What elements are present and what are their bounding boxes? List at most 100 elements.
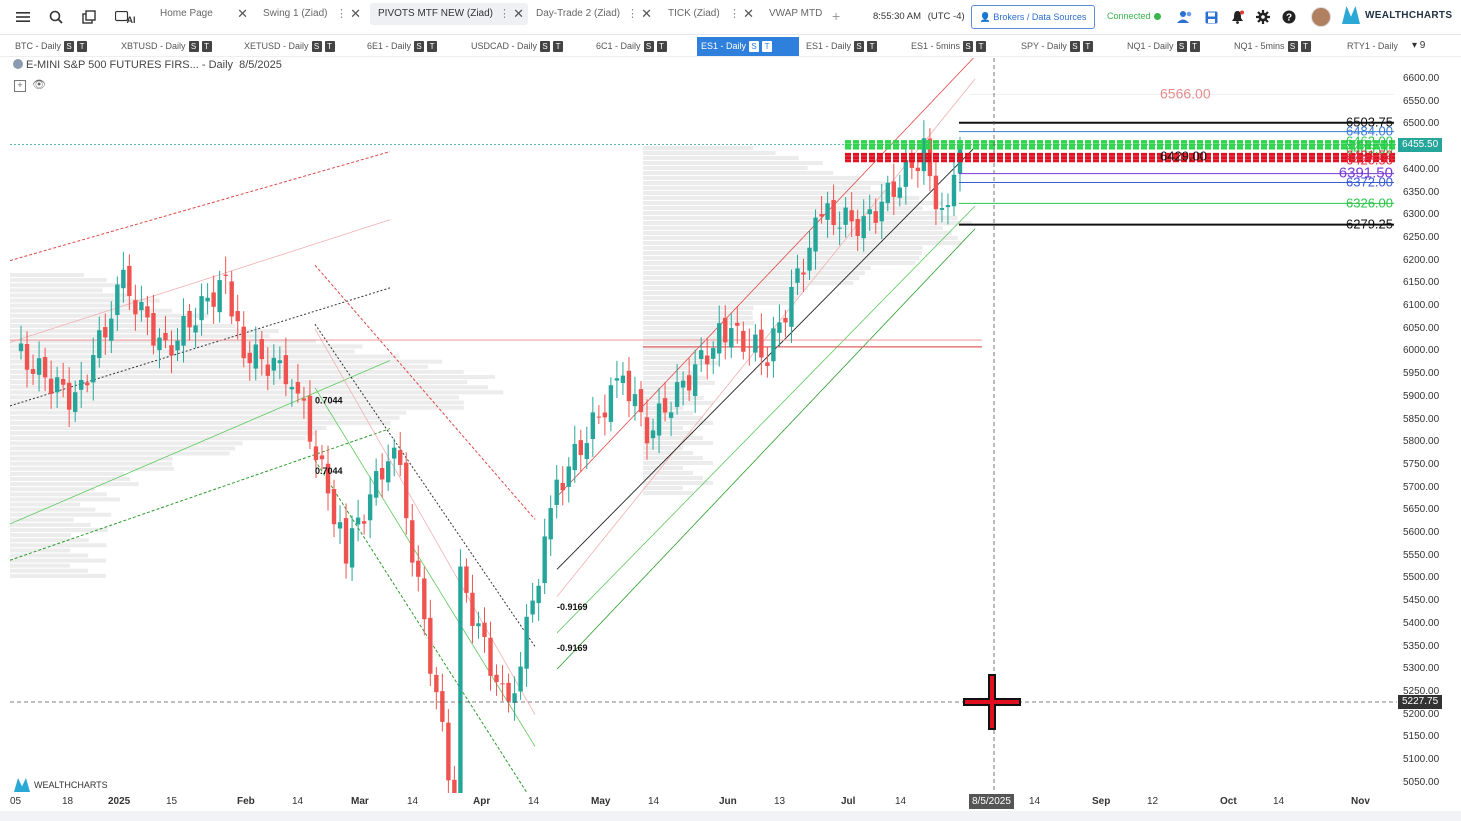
more-options-icon[interactable]: ⋮ [336, 8, 347, 20]
brokers-data-sources-button[interactable]: 👤 Brokers / Data Sources [971, 5, 1095, 29]
t-badge[interactable]: T [427, 41, 438, 53]
t-badge[interactable]: T [1189, 41, 1200, 53]
t-badge[interactable]: T [553, 41, 564, 53]
candle-body [289, 387, 295, 390]
trend-line [556, 58, 974, 497]
volume-profile-bar [10, 303, 138, 308]
volume-profile-bar [10, 497, 120, 502]
s-badge[interactable]: S [64, 41, 75, 53]
tab-swing-1[interactable]: Swing 1 (Ziad) ⋮ ✕ [255, 3, 365, 25]
settings-gear-icon[interactable] [1253, 7, 1273, 27]
ai-assistant-button[interactable]: AI [112, 7, 138, 27]
t-badge[interactable]: T [77, 41, 88, 53]
symbol-tab-btc-daily[interactable]: BTC - Daily S T [11, 37, 88, 56]
more-options-icon[interactable]: ⋮ [627, 8, 638, 20]
expand-icon[interactable]: + [14, 80, 26, 92]
tab-tick[interactable]: TICK (Ziad) ⋮ ✕ [660, 3, 758, 25]
candle-body [72, 392, 78, 412]
time-tick-label: 14 [292, 796, 304, 807]
user-avatar[interactable] [1311, 7, 1331, 27]
t-badge[interactable]: T [201, 41, 212, 53]
s-badge[interactable]: S [643, 41, 654, 53]
price-tick-label: 5100.00 [1403, 754, 1440, 765]
t-badge[interactable]: T [1082, 41, 1093, 53]
pivot-level-label: 6372.00 [1346, 175, 1393, 190]
symbol-tab-usdcad-daily[interactable]: USDCAD - Daily S T [467, 37, 564, 56]
price-chart[interactable]: 0.7044 0.7044 -0.9169 -0.9169 6566.00 6503.75… [10, 58, 1397, 793]
tab-home-page[interactable]: Home Page ✕ [152, 3, 252, 25]
chart-canvas[interactable]: 0.7044 0.7044 -0.9169 -0.9169 6566.00 6503.75… [10, 58, 1397, 793]
t-badge[interactable]: T [867, 41, 878, 53]
s-badge[interactable]: S [414, 41, 425, 53]
notifications-bell-icon[interactable] [1227, 7, 1247, 27]
pivot-level-label: 6391.50 [1339, 165, 1393, 182]
s-badge[interactable]: S [540, 41, 551, 53]
s-badge[interactable]: S [749, 41, 760, 53]
layouts-icon[interactable] [79, 7, 99, 27]
users-icon[interactable] [1175, 7, 1195, 27]
candle-body [765, 362, 770, 366]
volume-profile-bar [10, 441, 243, 446]
close-icon[interactable]: ✕ [641, 6, 652, 21]
chart-legend: E-MINI S&P 500 FUTURES FIRS... - Daily 8… [13, 59, 282, 71]
save-icon[interactable] [1201, 7, 1221, 27]
brokers-icon: 👤 [979, 12, 991, 22]
symbol-tab-6c1-daily[interactable]: 6C1 - Daily S T [592, 37, 667, 56]
t-badge[interactable]: T [324, 41, 335, 53]
time-tick-label: Apr [473, 796, 491, 807]
time-tick-label: 13 [774, 796, 786, 807]
candle-body [867, 209, 872, 215]
symbol-tab-xetusd-daily[interactable]: XETUSD - Daily S T [240, 37, 335, 56]
crosshair-price-tag: 5227.75 [1398, 695, 1443, 709]
t-badge[interactable]: T [976, 41, 987, 53]
volume-profile-bar [10, 400, 464, 405]
s-badge[interactable]: S [1287, 41, 1298, 53]
t-badge[interactable]: T [656, 41, 667, 53]
close-icon[interactable]: ✕ [513, 6, 524, 21]
symbol-tab-rty1-daily[interactable]: RTY1 - Daily [1343, 37, 1398, 56]
close-icon[interactable]: ✕ [237, 6, 248, 21]
symbol-tab-xbtusd-daily[interactable]: XBTUSD - Daily S T [117, 37, 212, 56]
candle-body [578, 440, 583, 456]
time-axis[interactable]: 05 18 2025 15 Feb 14 Mar 14 Apr 14 May 14 Jun 13 Jul 14… [0, 793, 1461, 811]
candle-body [548, 508, 553, 540]
fib-level-label: -0.9169 [557, 602, 588, 612]
symbol-tab-es1-daily-2[interactable]: ES1 - Daily S T [802, 37, 878, 56]
tab-vwap-mtd[interactable]: VWAP MTD [761, 3, 831, 25]
t-badge[interactable]: T [1300, 41, 1311, 53]
s-badge[interactable]: S [1069, 41, 1080, 53]
s-badge[interactable]: S [963, 41, 974, 53]
s-badge[interactable]: S [311, 41, 322, 53]
help-icon[interactable]: ? [1279, 7, 1299, 27]
t-badge[interactable]: T [762, 41, 773, 53]
add-tab-icon[interactable]: + [832, 8, 841, 24]
volume-profile-bar [643, 456, 704, 460]
hide-eye-icon[interactable]: 👁 [32, 79, 47, 91]
symbol-tab-nq1-daily[interactable]: NQ1 - Daily S T [1123, 37, 1200, 56]
candle-body [66, 382, 72, 410]
s-badge[interactable]: S [854, 41, 865, 53]
symbol-tabs-overflow-button[interactable]: ▾ 9 [1412, 40, 1426, 51]
s-badge[interactable]: S [1176, 41, 1187, 53]
s-badge[interactable]: S [188, 41, 199, 53]
price-tick-label: 6250.00 [1403, 231, 1440, 243]
tab-label: Swing 1 (Ziad) [263, 8, 328, 19]
volume-profile-bar [10, 492, 107, 497]
candle-body [512, 693, 517, 703]
hamburger-menu-icon[interactable] [13, 7, 33, 27]
close-icon[interactable]: ✕ [743, 6, 754, 21]
more-options-icon[interactable]: ⋮ [499, 8, 510, 20]
more-options-icon[interactable]: ⋮ [729, 8, 740, 20]
price-axis[interactable]: 6600.006550.006500.006450.006400.006350.… [1397, 58, 1461, 793]
tab-pivots-mtf-new[interactable]: PIVOTS MTF NEW (Ziad) ⋮ ✕ [370, 3, 528, 25]
symbol-tab-es1-5mins[interactable]: ES1 - 5mins S T [907, 37, 987, 56]
close-icon[interactable]: ✕ [350, 6, 361, 21]
search-icon[interactable] [46, 7, 66, 27]
symbol-tab-6e1-daily[interactable]: 6E1 - Daily S T [363, 37, 438, 56]
candle-body [452, 779, 457, 793]
symbol-tab-spy-daily[interactable]: SPY - Daily S T [1017, 37, 1093, 56]
candle-body [42, 357, 48, 378]
symbol-tab-es1-daily[interactable]: ES1 - Daily S T [697, 37, 799, 56]
symbol-tab-nq1-5mins[interactable]: NQ1 - 5mins S T [1230, 37, 1311, 56]
tab-day-trade-2[interactable]: Day-Trade 2 (Ziad) ⋮ ✕ [528, 3, 656, 25]
